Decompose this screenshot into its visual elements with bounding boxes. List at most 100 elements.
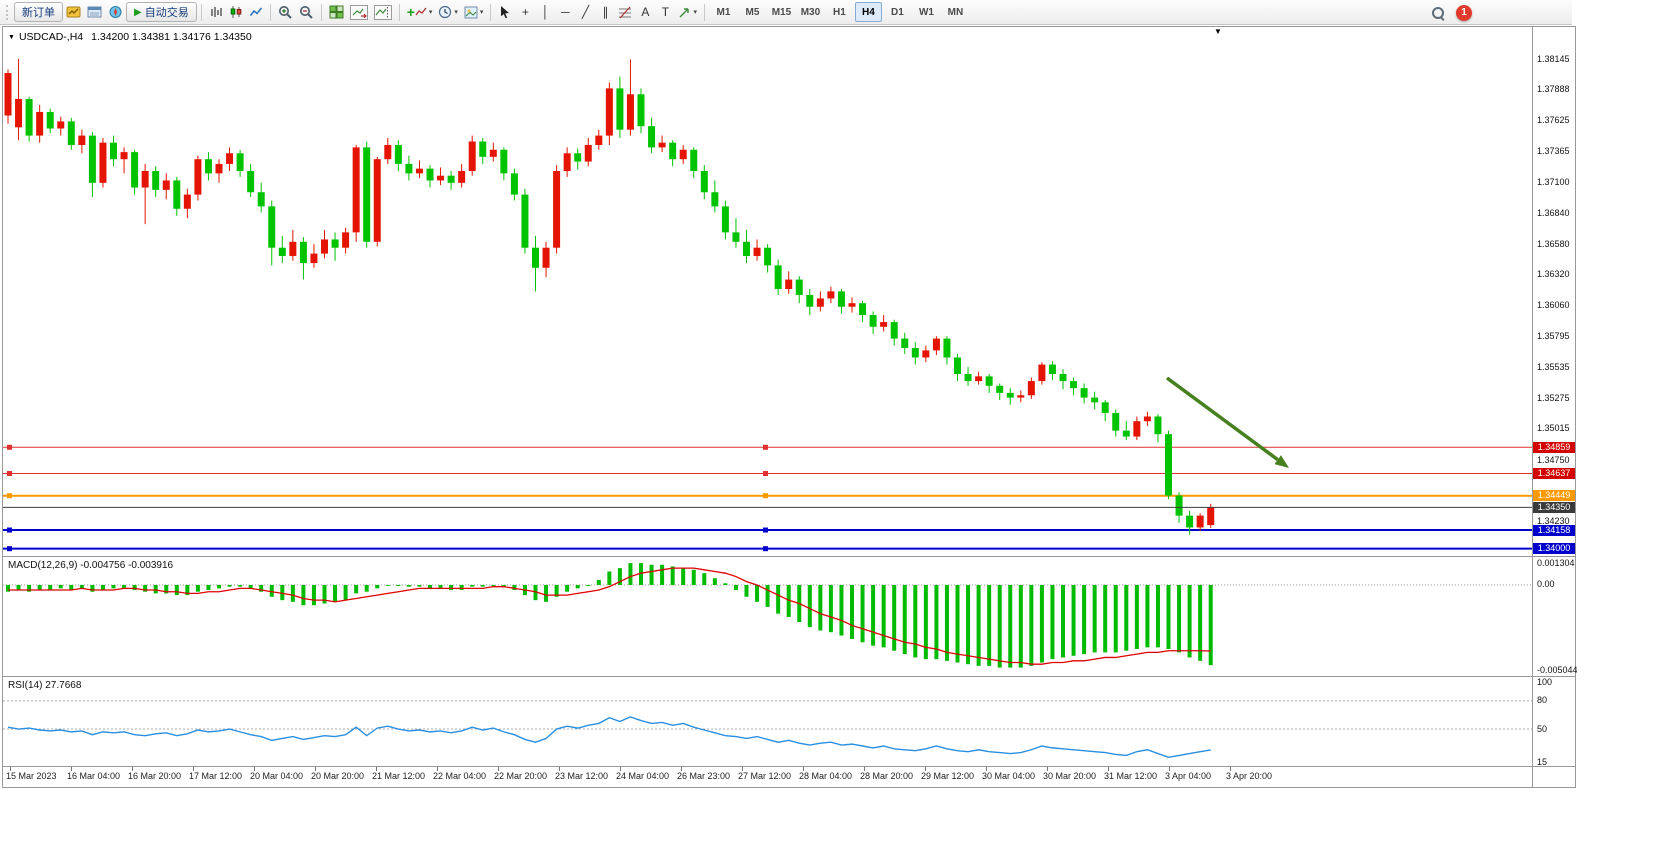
auto-trading-button[interactable]: ▶ 自动交易 xyxy=(126,2,197,22)
candle-body xyxy=(384,145,392,160)
main-chart-canvas[interactable] xyxy=(3,27,1532,556)
zoom-out-button[interactable] xyxy=(296,2,317,22)
time-tick xyxy=(376,767,377,771)
bar-chart-icon xyxy=(211,7,222,17)
line-chart-icon xyxy=(249,7,262,16)
timeframe-button-m1[interactable]: M1 xyxy=(716,6,731,18)
text-label-tool-button[interactable]: T xyxy=(655,2,675,22)
search-icon[interactable] xyxy=(1432,6,1444,19)
periods-button[interactable]: ▾ xyxy=(435,2,461,22)
navigator-button[interactable] xyxy=(105,2,126,22)
chart-shift-button[interactable] xyxy=(371,2,395,22)
candle-body xyxy=(1112,412,1120,431)
cursor-tool-button[interactable] xyxy=(495,2,515,22)
notification-badge[interactable]: 1 xyxy=(1456,4,1472,21)
macd-histogram-bar xyxy=(206,584,211,591)
price-tick-label: 1.36060 xyxy=(1537,300,1570,311)
candle-body xyxy=(732,232,740,242)
time-label: 29 Mar 12:00 xyxy=(921,771,975,781)
macd-indicator-canvas[interactable] xyxy=(3,557,1532,676)
macd-histogram-bar xyxy=(1018,584,1023,668)
candle-body xyxy=(57,121,65,129)
toolbar-grip[interactable] xyxy=(6,4,10,20)
panel-splitter[interactable] xyxy=(2,676,1576,677)
time-label: 15 Mar 2023 xyxy=(6,771,57,781)
crosshair-tool-button[interactable]: + xyxy=(515,2,535,22)
data-window-button[interactable] xyxy=(84,2,105,22)
candle-body xyxy=(721,206,729,233)
market-watch-icon xyxy=(66,6,81,18)
candle-body xyxy=(36,111,44,136)
new-order-button[interactable]: 新订单 xyxy=(14,2,63,22)
rsi-indicator-canvas[interactable] xyxy=(3,677,1532,766)
macd-histogram-bar xyxy=(122,584,127,589)
macd-histogram-bar xyxy=(428,584,432,589)
candle-body xyxy=(975,376,983,382)
trendline-tool-button[interactable]: ╱ xyxy=(575,2,595,22)
candle-body xyxy=(373,159,381,242)
candle-body xyxy=(289,241,297,256)
text-tool-button[interactable]: A xyxy=(635,2,655,22)
panel-splitter[interactable] xyxy=(2,556,1576,557)
macd-histogram-bar xyxy=(733,584,738,591)
macd-histogram-bar xyxy=(871,584,876,646)
timeframe-button-m5[interactable]: M5 xyxy=(745,6,760,18)
candle-body xyxy=(299,241,307,264)
macd-histogram-bar xyxy=(934,584,939,660)
timeframe-button-m30[interactable]: M30 xyxy=(800,6,821,18)
time-label: 22 Mar 20:00 xyxy=(494,771,548,781)
bar-chart-mode-button[interactable] xyxy=(206,2,226,22)
candle-body xyxy=(1006,392,1014,398)
tile-windows-button[interactable] xyxy=(326,2,347,22)
price-badge: 1.34449 xyxy=(1533,490,1575,502)
macd-histogram-bar xyxy=(828,584,833,633)
candlestick-mode-button[interactable] xyxy=(226,2,246,22)
fibonacci-tool-button[interactable] xyxy=(615,2,635,22)
zoom-in-button[interactable] xyxy=(275,2,296,22)
macd-histogram-bar xyxy=(1071,584,1076,656)
macd-histogram-bar xyxy=(702,573,707,585)
timeframe-button-h1[interactable]: H1 xyxy=(833,6,846,18)
timeframe-button-mn[interactable]: MN xyxy=(947,6,964,18)
macd-values: -0.004756 -0.003916 xyxy=(80,560,174,571)
macd-histogram-bar xyxy=(364,584,369,592)
chart-shift-marker-icon[interactable]: ▼ xyxy=(1214,27,1222,36)
line-anchor-marker xyxy=(7,470,12,476)
candle-body xyxy=(257,192,265,207)
templates-button[interactable]: ▾ xyxy=(461,2,487,22)
macd-label: MACD(12,26,9) xyxy=(8,560,78,571)
macd-histogram-bar xyxy=(354,584,359,594)
timeframe-button-w1[interactable]: W1 xyxy=(918,6,934,18)
horizontal-line-tool-button[interactable]: ─ xyxy=(555,2,575,22)
macd-axis-label: 0.001304 xyxy=(1537,557,1575,568)
indicators-button[interactable]: + ▾ xyxy=(404,2,436,22)
indicators-chart-icon xyxy=(415,7,427,16)
macd-histogram-bar xyxy=(596,579,601,585)
price-tick-label: 1.38145 xyxy=(1537,53,1570,64)
panel-splitter[interactable] xyxy=(2,766,1576,767)
price-badge: 1.34350 xyxy=(1533,501,1575,513)
data-window-icon xyxy=(87,6,102,18)
candle-body xyxy=(247,170,255,193)
line-chart-mode-button[interactable] xyxy=(246,2,266,22)
timeframe-button-m15[interactable]: M15 xyxy=(771,6,792,18)
arrows-tool-button[interactable]: ▾ xyxy=(675,2,700,22)
candle-body xyxy=(489,149,497,157)
channel-tool-button[interactable]: ∥ xyxy=(595,2,615,22)
time-label: 3 Apr 20:00 xyxy=(1226,771,1273,781)
candle-body xyxy=(985,376,993,386)
auto-scroll-button[interactable] xyxy=(347,2,371,22)
market-watch-button[interactable] xyxy=(63,2,84,22)
macd-histogram-bar xyxy=(48,584,53,591)
candle-body xyxy=(426,168,434,181)
time-label: 21 Mar 12:00 xyxy=(372,771,426,781)
candle-body xyxy=(901,338,909,349)
timeframe-button-d1[interactable]: D1 xyxy=(891,6,904,18)
vertical-line-tool-button[interactable]: │ xyxy=(535,2,555,22)
timeframe-button-h4[interactable]: H4 xyxy=(854,2,882,22)
collapse-triangle-icon[interactable]: ▼ xyxy=(8,34,15,41)
candle-body xyxy=(584,145,592,162)
macd-histogram-bar xyxy=(480,584,485,587)
macd-histogram-bar xyxy=(375,584,380,589)
macd-histogram-bar xyxy=(1039,584,1044,663)
